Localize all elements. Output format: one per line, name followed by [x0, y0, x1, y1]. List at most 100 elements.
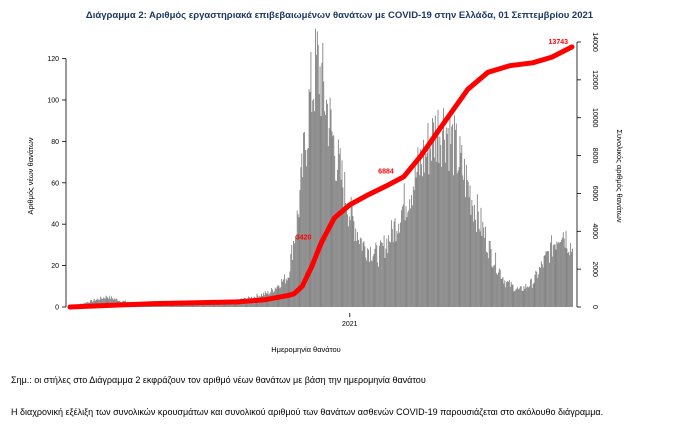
- daily-deaths-bar: [310, 52, 312, 307]
- daily-deaths-bar: [328, 128, 330, 307]
- daily-deaths-bar: [502, 277, 504, 307]
- daily-deaths-bar: [391, 229, 393, 307]
- daily-deaths-bar: [433, 157, 435, 307]
- daily-deaths-bar: [354, 241, 356, 307]
- daily-deaths-bar: [511, 284, 513, 307]
- daily-deaths-bar: [349, 220, 351, 307]
- cumulative-point: [549, 54, 555, 60]
- daily-deaths-bar: [161, 305, 163, 307]
- daily-deaths-bar: [539, 267, 540, 307]
- daily-deaths-bar: [209, 303, 211, 307]
- daily-deaths-bar: [447, 127, 449, 307]
- daily-deaths-bar: [326, 99, 327, 307]
- daily-deaths-bar: [454, 129, 456, 307]
- daily-deaths-bar: [175, 305, 177, 307]
- daily-deaths-bar: [463, 179, 465, 307]
- daily-deaths-bar: [376, 245, 378, 307]
- daily-deaths-bar: [390, 220, 392, 307]
- daily-deaths-bar: [517, 287, 519, 307]
- daily-deaths-bar: [187, 304, 188, 307]
- daily-deaths-bar: [475, 219, 476, 307]
- daily-deaths-bar: [436, 134, 438, 307]
- daily-deaths-bar: [422, 139, 424, 307]
- daily-deaths-bar: [106, 297, 108, 307]
- daily-deaths-bar: [523, 286, 525, 307]
- cumulative-point: [365, 193, 370, 198]
- cumulative-annotation: 6884: [378, 169, 394, 176]
- daily-deaths-bar: [305, 150, 306, 307]
- daily-deaths-bar: [165, 305, 166, 307]
- daily-deaths-bar: [395, 241, 397, 307]
- daily-deaths-bar: [547, 250, 549, 307]
- daily-deaths-bar: [461, 144, 463, 307]
- daily-deaths-bar: [351, 206, 353, 307]
- daily-deaths-bar: [179, 304, 181, 307]
- daily-deaths-bar: [294, 235, 296, 307]
- daily-deaths-bar: [388, 235, 390, 307]
- daily-deaths-bar: [406, 217, 408, 307]
- daily-deaths-bar: [364, 246, 366, 307]
- daily-deaths-bar: [529, 286, 530, 307]
- daily-deaths-bar: [413, 190, 415, 307]
- daily-deaths-bar: [184, 304, 186, 307]
- daily-deaths-bar: [174, 305, 176, 307]
- daily-deaths-bar: [385, 248, 387, 307]
- daily-deaths-bar: [345, 202, 347, 307]
- daily-deaths-bar: [475, 232, 477, 307]
- daily-deaths-bar: [171, 304, 173, 307]
- daily-deaths-bar: [444, 162, 446, 307]
- daily-deaths-bar: [373, 253, 375, 307]
- daily-deaths-bar: [453, 175, 454, 307]
- daily-deaths-bar: [528, 287, 529, 307]
- daily-deaths-bar: [503, 283, 505, 307]
- daily-deaths-bar: [168, 304, 170, 307]
- daily-deaths-bar: [315, 54, 317, 307]
- daily-deaths-bar: [302, 177, 304, 307]
- daily-deaths-bar: [561, 237, 563, 307]
- y-axis-label: Αριθμός νέων θανάτων: [26, 137, 35, 214]
- daily-deaths-bar: [96, 299, 98, 307]
- daily-deaths-bar: [308, 89, 310, 307]
- cumulative-point: [309, 265, 314, 270]
- daily-deaths-bar: [317, 44, 319, 307]
- daily-deaths-bar: [437, 109, 439, 307]
- daily-deaths-bar: [403, 183, 405, 307]
- daily-deaths-bar: [285, 278, 287, 307]
- daily-deaths-bar: [527, 286, 529, 307]
- daily-deaths-bar: [336, 180, 337, 307]
- cumulative-deaths-line: [67, 44, 575, 310]
- daily-deaths-bar: [497, 272, 499, 307]
- daily-deaths-bar: [91, 299, 92, 307]
- daily-deaths-bar: [90, 300, 91, 307]
- daily-deaths-bar: [93, 298, 95, 307]
- daily-deaths-bar: [529, 279, 531, 307]
- daily-deaths-bar: [530, 278, 532, 307]
- daily-deaths-bar: [288, 277, 290, 307]
- daily-deaths-bar: [298, 217, 300, 307]
- daily-deaths-bar: [172, 305, 174, 307]
- daily-deaths-bar: [379, 240, 381, 307]
- right-tick-label: 14000: [591, 32, 598, 52]
- daily-deaths-bar: [408, 210, 410, 307]
- daily-deaths-bar: [454, 115, 455, 308]
- left-tick-label: 20: [51, 263, 59, 270]
- left-tick-label: 80: [51, 139, 59, 146]
- right-tick-label: 8000: [591, 148, 598, 164]
- cumulative-line-layer: [67, 44, 575, 310]
- daily-deaths-bar: [198, 303, 200, 307]
- cumulative-point: [151, 301, 157, 306]
- daily-deaths-bar: [548, 251, 550, 307]
- daily-deaths-bar: [512, 284, 514, 307]
- daily-deaths-bar: [538, 274, 540, 307]
- cumulative-point: [67, 304, 73, 310]
- daily-deaths-bar: [363, 241, 365, 307]
- daily-deaths-bar: [443, 108, 444, 308]
- daily-deaths-bar: [507, 281, 508, 307]
- daily-deaths-bar: [457, 170, 459, 307]
- y2-axis-label: Συνολικός αριθμός θανάτων: [615, 129, 624, 222]
- daily-deaths-bar: [446, 133, 448, 307]
- daily-deaths-bar: [431, 160, 433, 307]
- daily-deaths-bar: [297, 214, 299, 307]
- daily-deaths-bar: [420, 149, 422, 307]
- daily-deaths-bar: [178, 305, 180, 307]
